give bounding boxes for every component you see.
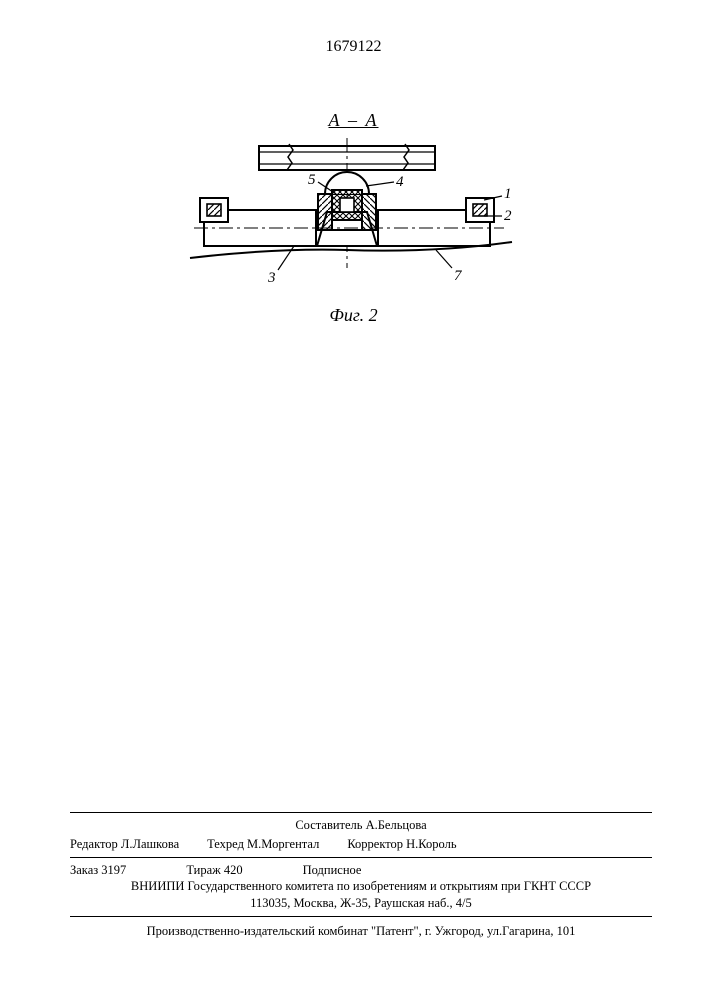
- callout-1: 1: [504, 186, 512, 202]
- figure-2: А – А: [0, 110, 707, 360]
- imprint-block: Составитель А.Бельцова Редактор Л.Лашков…: [70, 808, 652, 940]
- order-number: Заказ 3197: [70, 862, 126, 879]
- document-number: 1679122: [0, 38, 707, 56]
- podpisnoe: Подписное: [303, 862, 362, 879]
- bearing-right: [466, 198, 494, 222]
- callout-4: 4: [396, 174, 404, 190]
- vniipi-line1: ВНИИПИ Государственного комитета по изоб…: [70, 878, 652, 895]
- callout-2: 2: [504, 208, 512, 224]
- compiler: Составитель А.Бельцова: [70, 817, 652, 834]
- techred: Техред М.Моргентал: [207, 836, 319, 853]
- callout-3: 3: [267, 270, 276, 286]
- callout-5: 5: [308, 172, 316, 188]
- editor: Редактор Л.Лашкова: [70, 836, 179, 853]
- printer-line: Производственно-издательский комбинат "П…: [70, 923, 652, 940]
- corrector: Корректор Н.Король: [347, 836, 456, 853]
- figure-caption: Фиг. 2: [0, 305, 707, 326]
- diagram-svg: 5 4 1 2 3 7: [184, 138, 524, 308]
- vniipi-line2: 113035, Москва, Ж-35, Раушская наб., 4/5: [70, 895, 652, 912]
- section-label: А – А: [0, 110, 707, 131]
- bearing-left: [200, 198, 228, 222]
- tirazh: Тираж 420: [186, 862, 242, 879]
- callout-7: 7: [454, 268, 463, 284]
- pivot-assembly: [317, 172, 377, 246]
